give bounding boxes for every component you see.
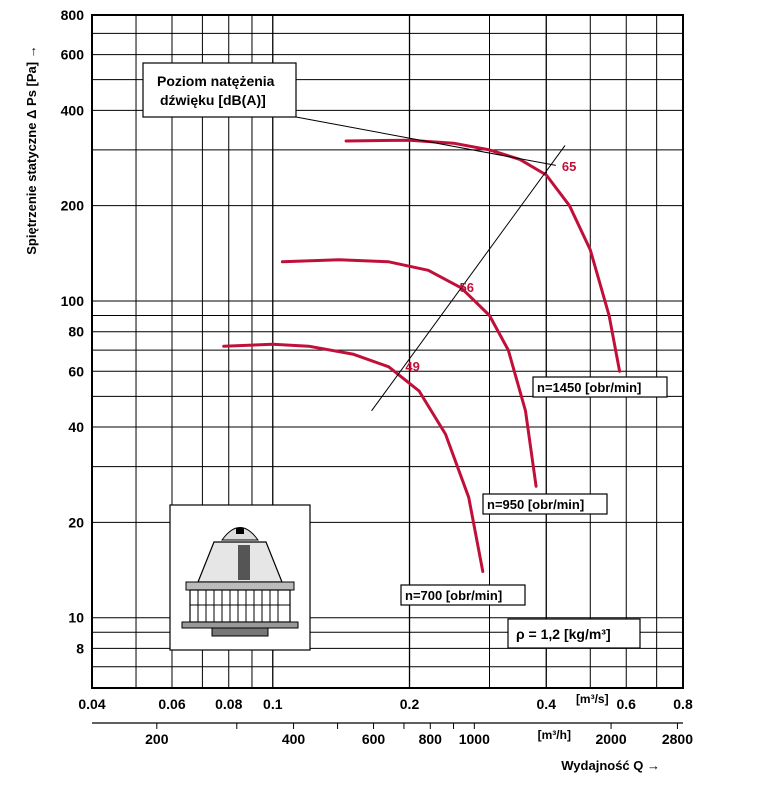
fan-illustration [169, 504, 311, 651]
y-tick-label: 8 [76, 640, 84, 656]
y-tick-label: 100 [61, 293, 85, 309]
x-tick-label-m3s: 0.04 [78, 696, 105, 712]
x-tick-label-m3s: 0.08 [215, 696, 242, 712]
x-tick-label-m3s: 0.06 [158, 696, 185, 712]
sound-level-label: 49 [405, 359, 419, 374]
annotations: 65 56 49 Poziom natężenia dźwięku [dB(A)] n=1… [142, 62, 668, 649]
x-tick-label-m3h: 600 [362, 731, 386, 747]
y-tick-label: 800 [61, 7, 85, 23]
x-tick-label-m3s: 0.1 [263, 696, 283, 712]
x-tick-label-m3s: 0.2 [400, 696, 420, 712]
x-tick-label-m3h: 1000 [459, 731, 490, 747]
y-tick-label: 600 [61, 47, 85, 63]
x-tick-label-m3h: 2000 [595, 731, 626, 747]
x-tick-label-m3h: 400 [282, 731, 306, 747]
y-axis-title: Spiętrzenie statyczne Δ Ps [Pa] → [24, 45, 39, 254]
x-unit-m3s: [m³/s] [576, 692, 609, 706]
x-tick-label-m3s: 0.6 [617, 696, 637, 712]
y-tick-label: 200 [61, 198, 85, 214]
y-tick-label: 400 [61, 102, 85, 118]
series-line [344, 138, 622, 373]
y-tick-label: 60 [68, 363, 84, 379]
x-unit-m3h: [m³/h] [538, 728, 571, 742]
x-tick-label-m3h: 200 [145, 731, 169, 747]
rpm-label-box [482, 493, 608, 515]
sound-level-box [142, 62, 297, 118]
rpm-label-box [532, 376, 668, 398]
x-tick-label-m3s: 0.4 [537, 696, 557, 712]
series-line [222, 342, 485, 573]
y-tick-label: 20 [68, 514, 84, 530]
plot-frame [91, 14, 684, 689]
sound-box-line2: dźwięku [dB(A)] [160, 92, 266, 108]
y-tick-label: 40 [68, 419, 84, 435]
rpm-label: n=1450 [obr/min] [537, 380, 641, 395]
sound-level-label: 56 [460, 280, 474, 295]
rpm-label-box [400, 584, 526, 606]
x-tick-label-m3h: 2800 [662, 731, 693, 747]
tick-labels: 800 600 400 200 100 80 60 40 20 10 8 0.04 0.06 0.08 0.… [24, 7, 693, 773]
sound-box-leader [295, 116, 556, 166]
sound-level-line [371, 145, 566, 412]
density-label: ρ = 1,2 [kg/m³] [516, 626, 611, 642]
rpm-label: n=950 [obr/min] [487, 497, 584, 512]
density-box [507, 618, 641, 649]
sound-level-label: 65 [562, 159, 576, 174]
rpm-label: n=700 [obr/min] [405, 588, 502, 603]
x-tick-label-m3s: 0.8 [673, 696, 693, 712]
y-tick-label: 10 [68, 610, 84, 626]
x-axis-title: Wydajność Q → [561, 758, 660, 773]
x-tick-label-m3h: 800 [419, 731, 443, 747]
y-tick-label: 80 [68, 324, 84, 340]
sound-box-line1: Poziom natężenia [157, 73, 275, 89]
